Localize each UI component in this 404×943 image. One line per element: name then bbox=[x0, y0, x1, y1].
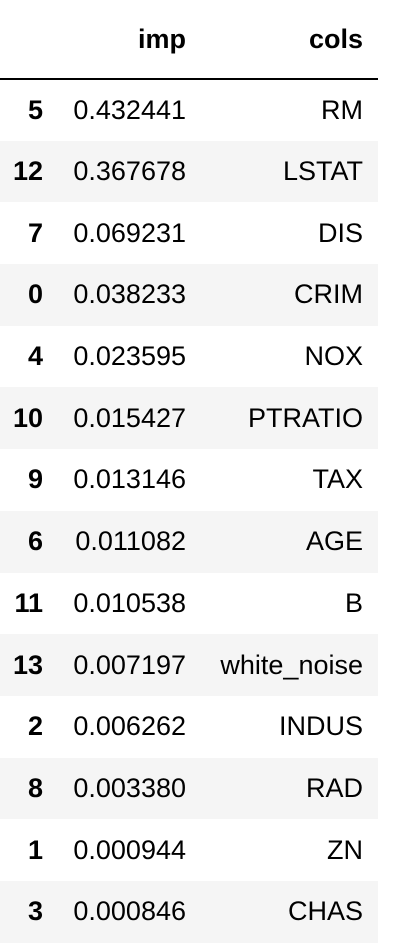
header-row: imp cols bbox=[0, 0, 378, 80]
cols-cell: RM bbox=[321, 94, 363, 125]
cols-cell: PTRATIO bbox=[247, 402, 363, 433]
row-index: 11 bbox=[14, 587, 43, 618]
row-index: 5 bbox=[27, 94, 43, 125]
table-row: 3 0.000846 CHAS bbox=[0, 880, 378, 943]
imp-cell: 0.432441 bbox=[73, 94, 186, 125]
cols-cell: INDUS bbox=[278, 711, 363, 742]
table-row: 9 0.013146 TAX bbox=[0, 449, 378, 511]
cols-cell: AGE bbox=[305, 526, 363, 557]
cols-cell: DIS bbox=[317, 217, 363, 248]
row-index: 12 bbox=[12, 156, 43, 187]
imp-cell: 0.015427 bbox=[73, 402, 186, 433]
imp-cell: 0.006262 bbox=[73, 711, 186, 742]
table-row: 2 0.006262 INDUS bbox=[0, 695, 378, 758]
row-index: 13 bbox=[12, 649, 43, 680]
cols-cell: NOX bbox=[304, 341, 363, 372]
row-index: 4 bbox=[27, 341, 43, 372]
imp-cell: 0.000846 bbox=[73, 896, 186, 927]
cols-cell: CRIM bbox=[294, 279, 363, 310]
cols-cell: LSTAT bbox=[282, 156, 363, 187]
column-header-cols: cols bbox=[201, 0, 378, 80]
row-index: 0 bbox=[27, 279, 43, 310]
imp-cell: 0.069231 bbox=[73, 217, 186, 248]
dataframe-table: imp cols 5 0.432441 RM 12 0.367678 LSTAT… bbox=[0, 0, 378, 943]
table-row: 1 0.000944 ZN bbox=[0, 819, 378, 881]
imp-cell: 0.023595 bbox=[73, 341, 186, 372]
table-row: 8 0.003380 RAD bbox=[0, 757, 378, 820]
table-row: 11 0.010538 B bbox=[0, 572, 378, 635]
imp-cell: 0.038233 bbox=[73, 279, 186, 310]
table-row: 4 0.023595 NOX bbox=[0, 325, 378, 388]
row-index: 1 bbox=[27, 834, 43, 865]
imp-cell: 0.010538 bbox=[73, 587, 186, 618]
table-body: 5 0.432441 RM 12 0.367678 LSTAT 7 0.0692… bbox=[0, 79, 378, 943]
imp-cell: 0.367678 bbox=[73, 156, 186, 187]
cols-cell: CHAS bbox=[287, 896, 363, 927]
table-row: 6 0.011082 AGE bbox=[0, 510, 378, 573]
cols-cell: B bbox=[344, 587, 363, 618]
table-row: 0 0.038233 CRIM bbox=[0, 264, 378, 326]
row-index: 2 bbox=[27, 711, 43, 742]
cols-cell: ZN bbox=[327, 834, 363, 865]
row-index: 6 bbox=[27, 526, 43, 557]
row-index: 10 bbox=[12, 402, 43, 433]
row-index: 3 bbox=[27, 896, 43, 927]
table-row: 7 0.069231 DIS bbox=[0, 202, 378, 265]
table-row: 13 0.007197 white_noise bbox=[0, 634, 378, 696]
dataframe-output: imp cols 5 0.432441 RM 12 0.367678 LSTAT… bbox=[0, 0, 378, 943]
table-row: 12 0.367678 LSTAT bbox=[0, 140, 378, 203]
index-header bbox=[0, 0, 58, 80]
imp-cell: 0.000944 bbox=[73, 834, 186, 865]
row-index: 7 bbox=[27, 217, 43, 248]
cols-cell: TAX bbox=[312, 464, 363, 495]
cols-cell: RAD bbox=[305, 772, 363, 803]
cols-cell: white_noise bbox=[220, 649, 363, 680]
imp-cell: 0.003380 bbox=[73, 772, 186, 803]
row-index: 8 bbox=[27, 772, 43, 803]
table-row: 5 0.432441 RM bbox=[0, 79, 378, 141]
imp-cell: 0.007197 bbox=[73, 649, 186, 680]
table-header: imp cols bbox=[0, 0, 378, 80]
imp-cell: 0.011082 bbox=[75, 526, 186, 557]
table-row: 10 0.015427 PTRATIO bbox=[0, 387, 378, 450]
row-index: 9 bbox=[27, 464, 43, 495]
column-header-imp: imp bbox=[58, 0, 201, 80]
imp-cell: 0.013146 bbox=[73, 464, 186, 495]
